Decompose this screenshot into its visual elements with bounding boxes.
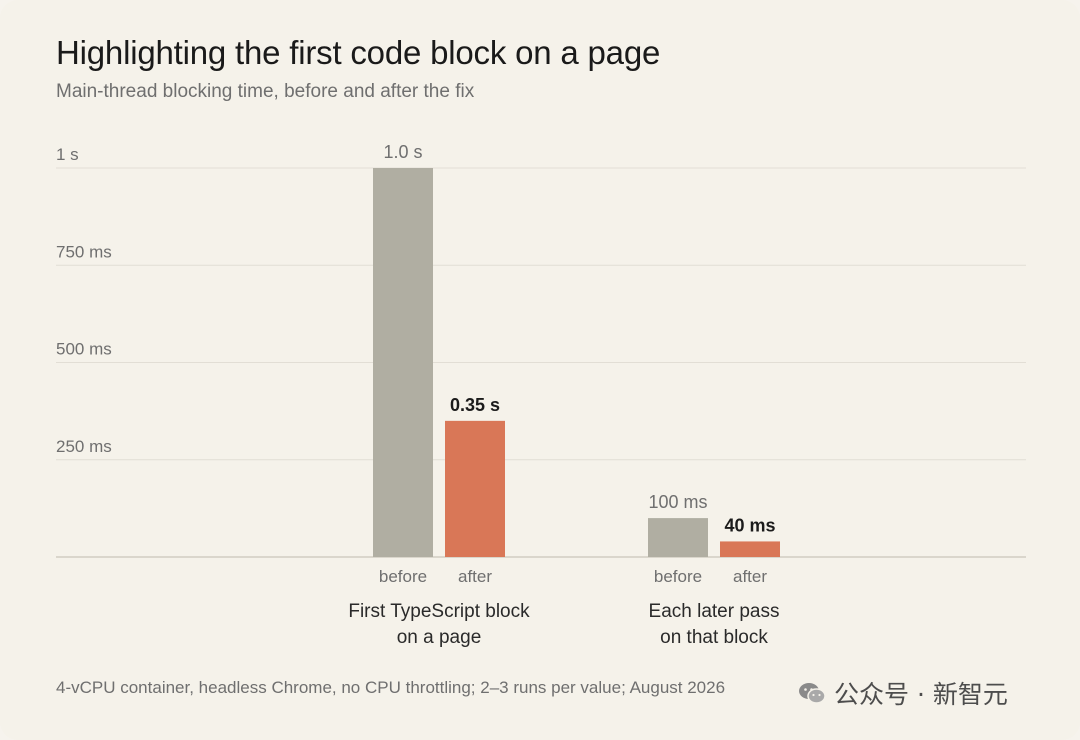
bar-category-label: before bbox=[379, 567, 427, 586]
data-label: 100 ms bbox=[648, 492, 707, 512]
group-label: on that block bbox=[660, 627, 768, 648]
chart-title: Highlighting the first code block on a p… bbox=[56, 34, 661, 71]
data-label: 40 ms bbox=[724, 515, 775, 535]
y-tick-label: 250 ms bbox=[56, 437, 112, 456]
wechat-icon bbox=[799, 683, 826, 704]
bar-category-label: after bbox=[733, 567, 767, 586]
bar-category-label: before bbox=[654, 567, 702, 586]
chart-subtitle: Main-thread blocking time, before and af… bbox=[56, 81, 475, 102]
bar-before bbox=[373, 168, 433, 557]
bar-before bbox=[648, 518, 708, 557]
group-label: Each later pass bbox=[649, 601, 780, 622]
bar-category-label: after bbox=[458, 567, 492, 586]
group-label: First TypeScript block bbox=[348, 601, 530, 622]
data-label: 0.35 s bbox=[450, 395, 500, 415]
bar-after bbox=[445, 420, 505, 557]
chart-footnote: 4-vCPU container, headless Chrome, no CP… bbox=[56, 678, 726, 697]
y-tick-label: 500 ms bbox=[56, 340, 112, 359]
watermark-text: 公众号 · 新智元 bbox=[834, 680, 1008, 709]
data-label: 1.0 s bbox=[383, 142, 422, 162]
bar-after bbox=[720, 541, 780, 557]
y-tick-label: 1 s bbox=[56, 145, 79, 164]
watermark: 公众号 · 新智元 bbox=[798, 675, 1008, 711]
group-label: on a page bbox=[397, 627, 482, 648]
y-tick-label: 750 ms bbox=[56, 242, 112, 261]
